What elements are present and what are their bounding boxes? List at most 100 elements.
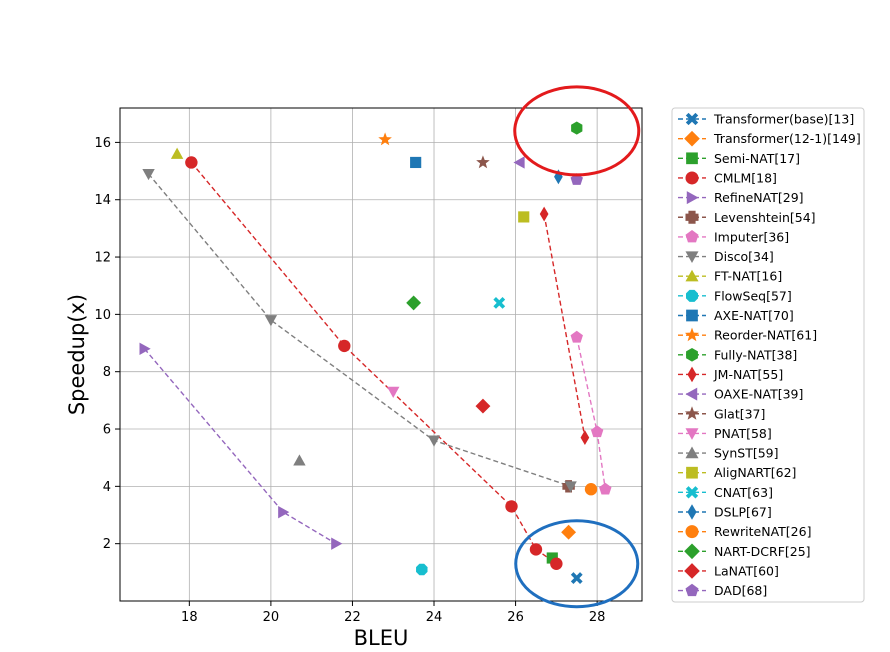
point-rewritenat-26 bbox=[584, 483, 598, 496]
legend-entry-label: Disco[34] bbox=[714, 249, 774, 264]
point-refinenat-29 bbox=[331, 537, 343, 550]
legend-marker bbox=[685, 525, 699, 539]
point-reorder-nat-61 bbox=[378, 132, 392, 146]
legend-entry-label: FlowSeq[57] bbox=[714, 288, 792, 303]
x-axis-label: BLEU bbox=[354, 626, 409, 650]
legend-entry-label: Reorder-NAT[61] bbox=[714, 328, 817, 343]
point-transformer-base-13 bbox=[570, 572, 583, 584]
point-alignart-62 bbox=[518, 211, 530, 223]
legend-entry-label: Levenshtein[54] bbox=[714, 210, 816, 225]
point-ft-nat-16 bbox=[170, 147, 184, 159]
y-tick-label: 12 bbox=[94, 251, 111, 266]
series-line-cmlm-18 bbox=[190, 162, 557, 565]
y-tick-label: 2 bbox=[103, 537, 111, 552]
y-tick-label: 8 bbox=[103, 365, 111, 380]
point-synst-59 bbox=[293, 454, 306, 466]
x-tick-label: 22 bbox=[344, 610, 361, 625]
data-markers bbox=[139, 121, 612, 584]
point-disco-34 bbox=[264, 315, 278, 327]
legend-marker bbox=[686, 191, 699, 205]
legend-marker bbox=[686, 309, 698, 322]
legend-marker bbox=[685, 428, 699, 440]
point-disco-34 bbox=[564, 481, 577, 493]
legend-marker bbox=[685, 269, 699, 282]
legend-entry-label: JM-NAT[55] bbox=[713, 367, 783, 382]
legend-entry-label: CNAT[63] bbox=[714, 485, 773, 500]
legend-entry-label: OAXE-NAT[39] bbox=[714, 387, 803, 402]
y-tick-label: 14 bbox=[94, 193, 111, 208]
legend-entry-label: NART-DCRF[25] bbox=[714, 544, 811, 559]
legend-marker bbox=[685, 289, 699, 302]
legend-entry-label: DSLP[67] bbox=[714, 505, 772, 520]
y-tick-label: 6 bbox=[103, 423, 111, 438]
legend-marker bbox=[685, 171, 699, 185]
y-tick-label: 10 bbox=[94, 308, 111, 323]
point-imputer-36 bbox=[599, 482, 612, 495]
legend-entry-label: FT-NAT[16] bbox=[714, 269, 782, 284]
legend-marker bbox=[684, 406, 700, 420]
point-cmlm-18 bbox=[529, 543, 543, 556]
legend-marker bbox=[684, 327, 700, 342]
legend-marker bbox=[685, 387, 698, 401]
legend-entry-label: Transformer(base)[13] bbox=[713, 112, 854, 127]
blue-ellipse bbox=[514, 519, 640, 609]
plot-area-frame bbox=[119, 107, 643, 602]
point-disco-34 bbox=[142, 168, 155, 181]
legend-entry-label: RefineNAT[29] bbox=[714, 190, 804, 205]
legend-marker bbox=[684, 130, 700, 147]
point-oaxe-nat-39 bbox=[513, 156, 525, 169]
point-lanat-60 bbox=[475, 398, 491, 414]
legend-marker bbox=[687, 504, 697, 520]
y-tick-label: 16 bbox=[94, 136, 111, 151]
point-axe-nat-70 bbox=[410, 156, 422, 169]
point-jm-nat-55 bbox=[580, 430, 590, 446]
point-glat-37 bbox=[476, 155, 490, 169]
legend-marker bbox=[686, 466, 698, 479]
point-cmlm-18 bbox=[338, 339, 351, 353]
legend: Transformer(base)[13] Transformer(12-1)[1… bbox=[671, 107, 865, 603]
x-tick-label: 20 bbox=[263, 610, 280, 625]
point-imputer-36 bbox=[590, 425, 604, 438]
legend-marker bbox=[685, 112, 699, 126]
y-tick-label: 4 bbox=[103, 480, 111, 495]
legend-entry-label: PNAT[58] bbox=[714, 426, 772, 441]
point-cnat-63 bbox=[493, 297, 506, 309]
x-tick-label: 26 bbox=[507, 610, 524, 625]
legend-box bbox=[671, 107, 865, 603]
series-lines bbox=[143, 162, 606, 565]
legend-entry-label: Semi-NAT[17] bbox=[714, 151, 800, 166]
x-tick-label: 18 bbox=[181, 610, 198, 625]
legend-entry-label: AXE-NAT[70] bbox=[714, 308, 794, 323]
legend-marker bbox=[685, 446, 699, 459]
legend-entry-label: AligNART[62] bbox=[714, 465, 796, 480]
legend-marker bbox=[687, 366, 697, 383]
legend-entry-label: CMLM[18] bbox=[714, 170, 777, 185]
red-ellipse bbox=[513, 85, 641, 177]
legend-marker bbox=[685, 583, 699, 597]
point-semi-nat-17 bbox=[546, 552, 558, 564]
point-pnat-58 bbox=[387, 386, 400, 398]
point-cmlm-18 bbox=[550, 557, 563, 570]
point-nart-dcrf-25 bbox=[406, 295, 422, 311]
legend-entry-label: Imputer[36] bbox=[714, 229, 789, 244]
point-cmlm-18 bbox=[505, 500, 518, 513]
legend-marker bbox=[684, 543, 700, 560]
annotation-ellipses bbox=[513, 85, 641, 609]
legend-marker bbox=[685, 210, 699, 224]
legend-marker bbox=[685, 230, 699, 243]
legend-marker bbox=[686, 347, 698, 362]
legend-marker bbox=[684, 563, 700, 579]
legend-entry-label: DAD[68] bbox=[714, 583, 767, 598]
series-line-refinenat-29 bbox=[143, 348, 337, 545]
series-line-jm-nat-55 bbox=[543, 213, 586, 438]
y-axis-label: Speedup(x) bbox=[65, 294, 89, 415]
legend-marker bbox=[685, 486, 699, 499]
point-dslp-67 bbox=[554, 169, 563, 185]
legend-entry-label: Fully-NAT[38] bbox=[714, 347, 797, 362]
point-fully-nat-38 bbox=[571, 121, 583, 135]
grid-lines bbox=[120, 108, 642, 601]
point-refinenat-29 bbox=[278, 505, 290, 519]
point-cmlm-18 bbox=[185, 156, 198, 169]
